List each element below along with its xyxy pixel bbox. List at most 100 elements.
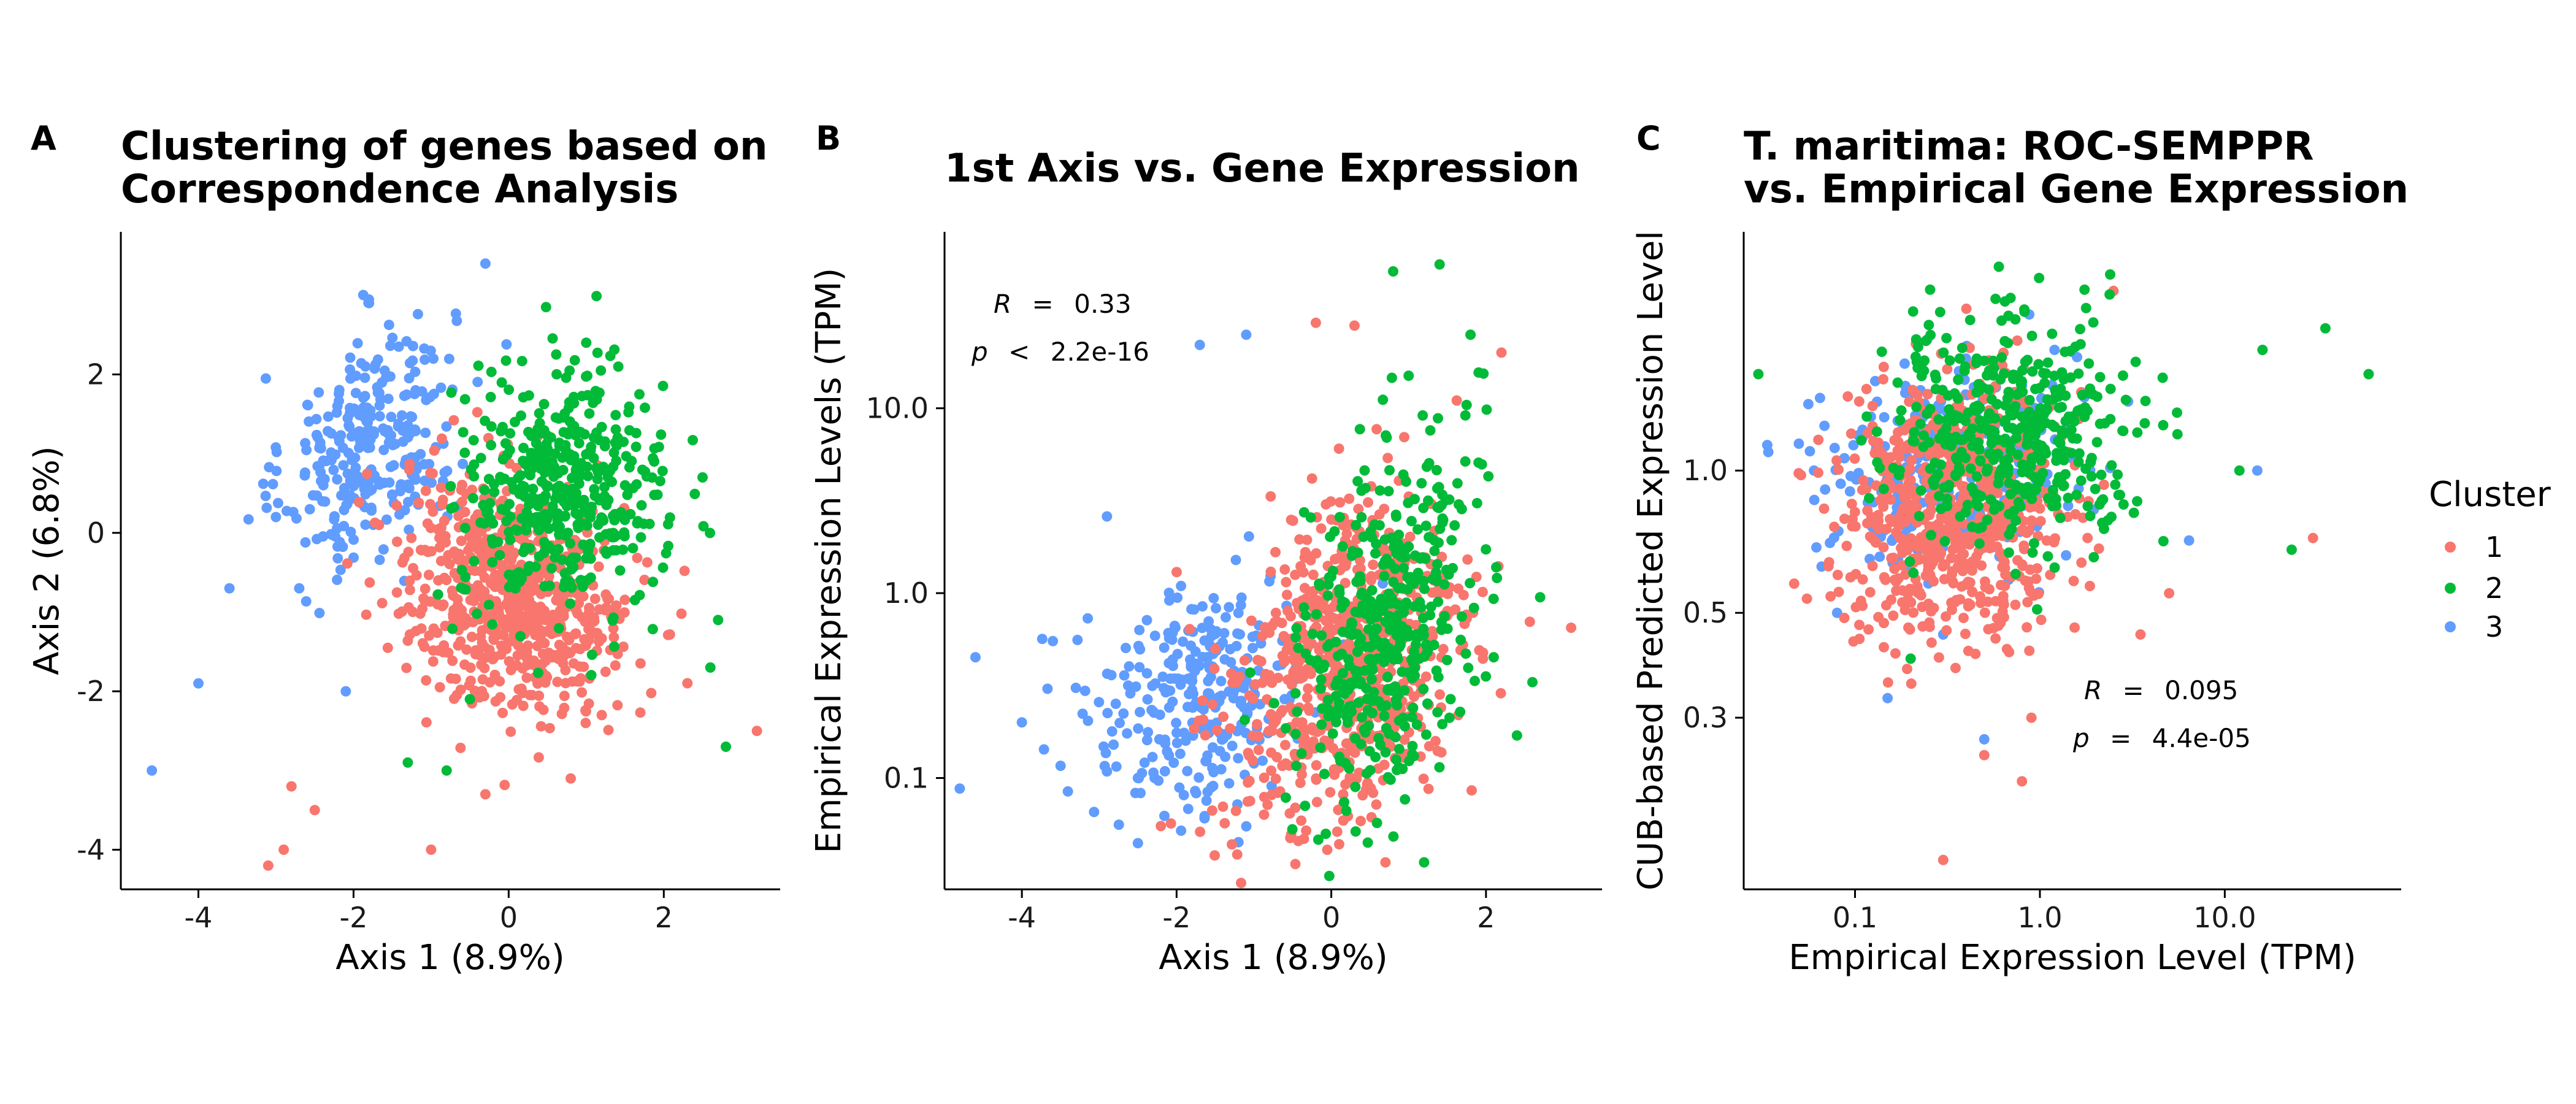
scatter-point-cluster-2 bbox=[2004, 508, 2015, 519]
scatter-point-cluster-1 bbox=[577, 687, 588, 698]
scatter-point-cluster-3 bbox=[271, 447, 282, 458]
scatter-point-cluster-2 bbox=[1915, 485, 1926, 496]
scatter-point-cluster-3 bbox=[1167, 627, 1178, 638]
scatter-point-cluster-3 bbox=[2049, 345, 2060, 355]
scatter-point-cluster-3 bbox=[1803, 399, 1814, 410]
scatter-point-cluster-2 bbox=[1382, 672, 1393, 683]
scatter-point-cluster-2 bbox=[550, 552, 561, 563]
scatter-point-cluster-3 bbox=[1133, 723, 1144, 734]
scatter-point-cluster-2 bbox=[2004, 478, 2015, 488]
scatter-point-cluster-2 bbox=[1316, 630, 1327, 641]
scatter-point-cluster-1 bbox=[1895, 512, 1906, 523]
scatter-point-cluster-3 bbox=[1257, 755, 1268, 766]
scatter-point-cluster-3 bbox=[1835, 478, 1846, 489]
scatter-point-cluster-1 bbox=[1998, 596, 2009, 606]
scatter-point-cluster-2 bbox=[2082, 500, 2093, 512]
stat-p-symbol: p bbox=[971, 337, 988, 367]
scatter-point-cluster-2 bbox=[496, 377, 507, 388]
scatter-point-cluster-3 bbox=[1070, 683, 1081, 693]
scatter-point-cluster-2 bbox=[522, 460, 533, 471]
scatter-point-cluster-1 bbox=[427, 645, 439, 656]
scatter-point-cluster-1 bbox=[1898, 492, 1909, 503]
scatter-point-cluster-1 bbox=[433, 524, 444, 535]
scatter-point-cluster-1 bbox=[1270, 607, 1281, 618]
scatter-point-cluster-1 bbox=[406, 532, 417, 543]
scatter-point-cluster-1 bbox=[439, 572, 450, 583]
scatter-point-cluster-1 bbox=[1301, 551, 1312, 562]
scatter-point-cluster-3 bbox=[1149, 631, 1160, 642]
scatter-point-cluster-1 bbox=[1846, 428, 1857, 439]
scatter-point-cluster-1 bbox=[1964, 342, 1975, 353]
scatter-point-cluster-2 bbox=[581, 337, 592, 348]
scatter-point-cluster-2 bbox=[1389, 542, 1400, 553]
scatter-point-cluster-1 bbox=[1451, 395, 1462, 406]
scatter-point-cluster-2 bbox=[2106, 512, 2117, 523]
scatter-point-cluster-1 bbox=[1889, 435, 1900, 446]
scatter-point-cluster-1 bbox=[570, 628, 581, 639]
scatter-point-cluster-2 bbox=[574, 467, 585, 478]
scatter-point-cluster-1 bbox=[1430, 735, 1441, 746]
scatter-point-cluster-1 bbox=[639, 575, 650, 585]
scatter-point-cluster-2 bbox=[1365, 765, 1376, 776]
scatter-point-cluster-2 bbox=[586, 650, 597, 660]
scatter-point-cluster-2 bbox=[518, 442, 529, 453]
scatter-point-cluster-1 bbox=[504, 545, 515, 556]
scatter-point-cluster-1 bbox=[1904, 624, 1915, 635]
scatter-point-cluster-2 bbox=[483, 599, 494, 610]
scatter-point-cluster-2 bbox=[479, 485, 490, 496]
scatter-point-cluster-2 bbox=[523, 390, 534, 401]
scatter-point-cluster-3 bbox=[350, 469, 361, 480]
scatter-point-cluster-1 bbox=[1841, 540, 1852, 551]
scatter-point-cluster-3 bbox=[307, 490, 318, 501]
scatter-point-cluster-3 bbox=[1038, 744, 1049, 755]
scatter-point-cluster-3 bbox=[1216, 764, 1227, 775]
panel-a-x-ticks: -4 -2 0 2 bbox=[185, 889, 673, 934]
scatter-point-cluster-2 bbox=[1436, 624, 1447, 635]
scatter-point-cluster-2 bbox=[1388, 266, 1398, 277]
scatter-point-cluster-3 bbox=[378, 544, 389, 555]
scatter-point-cluster-2 bbox=[646, 472, 657, 483]
scatter-point-cluster-1 bbox=[1329, 769, 1340, 780]
scatter-point-cluster-1 bbox=[516, 646, 527, 656]
scatter-point-cluster-3 bbox=[1829, 442, 1840, 453]
scatter-point-cluster-2 bbox=[2075, 324, 2085, 335]
scatter-point-cluster-3 bbox=[2063, 500, 2074, 512]
scatter-point-cluster-1 bbox=[521, 672, 532, 683]
x-tick-label: 0 bbox=[500, 901, 518, 934]
scatter-point-cluster-1 bbox=[1259, 809, 1270, 820]
scatter-point-cluster-2 bbox=[1399, 685, 1410, 696]
scatter-point-cluster-1 bbox=[434, 682, 445, 692]
scatter-point-cluster-3 bbox=[1072, 634, 1083, 645]
scatter-point-cluster-1 bbox=[1420, 671, 1432, 682]
scatter-point-cluster-1 bbox=[1341, 738, 1352, 749]
scatter-point-cluster-2 bbox=[2065, 345, 2076, 356]
scatter-point-cluster-3 bbox=[480, 258, 491, 269]
scatter-point-cluster-2 bbox=[1914, 511, 1925, 521]
scatter-point-cluster-1 bbox=[1793, 468, 1804, 479]
scatter-point-cluster-3 bbox=[301, 445, 312, 456]
scatter-point-cluster-2 bbox=[1950, 470, 1961, 481]
scatter-point-cluster-1 bbox=[1308, 569, 1319, 580]
scatter-point-cluster-1 bbox=[1926, 637, 1937, 648]
scatter-point-cluster-1 bbox=[1854, 634, 1865, 645]
scatter-point-cluster-3 bbox=[1108, 739, 1119, 750]
scatter-point-cluster-2 bbox=[2085, 510, 2096, 521]
scatter-point-cluster-2 bbox=[2068, 411, 2079, 421]
scatter-point-cluster-1 bbox=[608, 623, 619, 634]
scatter-point-cluster-1 bbox=[2024, 645, 2035, 656]
scatter-point-cluster-2 bbox=[1287, 824, 1298, 835]
scatter-point-cluster-2 bbox=[1954, 451, 1965, 462]
scatter-point-cluster-1 bbox=[1941, 625, 1952, 636]
scatter-point-cluster-2 bbox=[486, 440, 497, 451]
scatter-point-cluster-2 bbox=[2050, 494, 2061, 505]
scatter-point-cluster-3 bbox=[2183, 535, 2195, 546]
stat-r-op: = bbox=[1032, 289, 1054, 319]
scatter-point-cluster-2 bbox=[570, 493, 581, 504]
scatter-point-cluster-3 bbox=[1110, 699, 1121, 709]
scatter-point-cluster-2 bbox=[1313, 834, 1324, 845]
scatter-point-cluster-3 bbox=[1241, 329, 1252, 340]
panel-c-stats: R = 0.095 p = 4.4e-05 bbox=[2072, 675, 2251, 753]
scatter-point-cluster-3 bbox=[1227, 740, 1238, 751]
scatter-point-cluster-1 bbox=[1314, 645, 1325, 656]
scatter-point-cluster-2 bbox=[2016, 422, 2027, 433]
